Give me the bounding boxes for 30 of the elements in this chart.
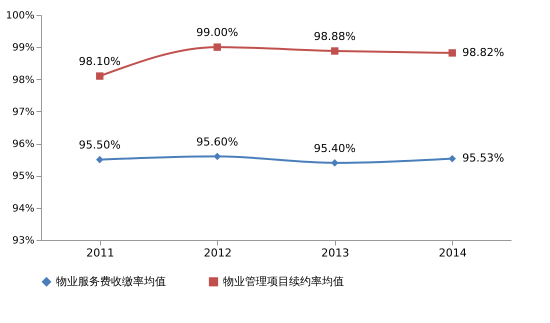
data-label: 98.88% (314, 30, 356, 43)
point (96, 72, 104, 80)
data-label: 98.10% (78, 55, 121, 68)
point (214, 43, 221, 51)
y-tick-label: 98% (12, 74, 34, 86)
y-tick-label: 94% (12, 203, 34, 214)
x-tick-label: 2012 (204, 246, 232, 260)
point (214, 152, 221, 160)
legend-label: 物业服务费收缴率均值 (56, 274, 166, 288)
point (331, 159, 338, 167)
point (448, 154, 456, 162)
data-label: 95.53% (462, 152, 504, 165)
y-tick-label: 93% (12, 236, 34, 246)
data-label: 99.00% (196, 26, 238, 40)
x-tick-label: 2014 (438, 246, 467, 260)
x-tick-label: 2013 (321, 246, 350, 260)
point (331, 47, 338, 55)
legend-label: 物业管理项目续约率均值 (223, 274, 344, 288)
y-tick-label: 99% (12, 42, 34, 54)
data-label: 98.82% (462, 46, 504, 59)
data-label: 95.40% (314, 142, 356, 155)
y-tick-label: 95% (12, 171, 34, 182)
data-label: 95.50% (78, 138, 121, 152)
point (96, 156, 104, 164)
y-tick-label: 96% (12, 139, 34, 150)
data-label: 95.60% (196, 135, 238, 148)
y-tick-label: 97% (12, 106, 34, 118)
point (448, 49, 456, 57)
x-tick-label: 2011 (86, 246, 114, 260)
y-tick-label: 100% (6, 10, 34, 22)
